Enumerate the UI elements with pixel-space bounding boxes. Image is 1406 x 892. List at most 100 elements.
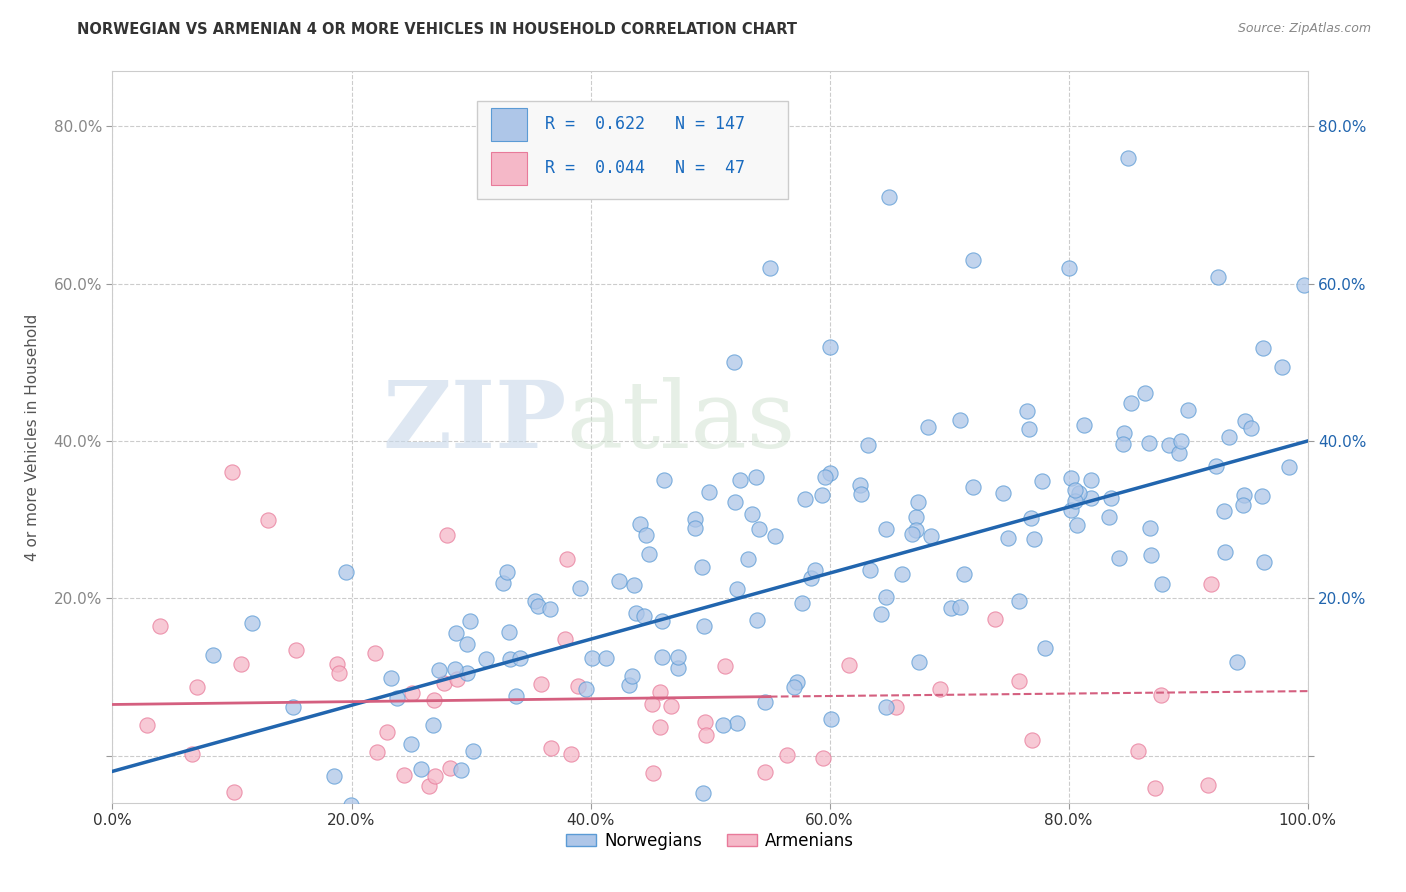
Point <box>820 712 842 726</box>
Point <box>1017 403 1039 417</box>
Point <box>284 643 307 657</box>
Point <box>748 522 770 536</box>
Point <box>1205 458 1227 473</box>
Point <box>725 715 748 730</box>
Point <box>1035 641 1057 656</box>
Point <box>983 612 1005 626</box>
Point <box>1080 491 1102 505</box>
Point <box>436 528 458 542</box>
Point <box>643 766 665 780</box>
Point <box>446 626 468 640</box>
Point <box>856 438 879 452</box>
Text: atlas: atlas <box>567 377 796 467</box>
Point <box>692 786 714 800</box>
Point <box>804 563 827 577</box>
Point <box>499 652 522 666</box>
Text: NORWEGIAN VS ARMENIAN 4 OR MORE VEHICLES IN HOUSEHOLD CORRELATION CHART: NORWEGIAN VS ARMENIAN 4 OR MORE VEHICLES… <box>77 22 797 37</box>
Point <box>1177 402 1199 417</box>
Point <box>399 737 422 751</box>
Point <box>875 699 897 714</box>
Point <box>380 671 402 685</box>
Point <box>326 657 349 672</box>
Point <box>962 480 984 494</box>
Point <box>1215 544 1237 558</box>
Point <box>418 779 440 793</box>
Point <box>685 521 707 535</box>
Point <box>458 614 481 628</box>
Point <box>617 678 640 692</box>
Point <box>560 747 582 761</box>
Point <box>621 669 644 683</box>
Point <box>848 477 870 491</box>
Point <box>1240 421 1263 435</box>
Point <box>409 762 432 776</box>
Point <box>524 593 547 607</box>
Point <box>1118 151 1140 165</box>
Point <box>1119 396 1142 410</box>
Point <box>366 745 388 759</box>
Point <box>838 658 860 673</box>
Point <box>648 720 671 734</box>
Point <box>392 767 415 781</box>
Point <box>567 680 589 694</box>
Point <box>1199 577 1222 591</box>
Point <box>741 508 763 522</box>
Point <box>202 648 225 662</box>
Point <box>793 491 815 506</box>
Point <box>754 765 776 780</box>
Point <box>1008 674 1031 689</box>
Point <box>776 747 799 762</box>
Point <box>737 552 759 566</box>
Text: R =  0.044   N =  47: R = 0.044 N = 47 <box>546 160 745 178</box>
Point <box>456 666 478 681</box>
Point <box>745 613 768 627</box>
Point <box>530 677 553 691</box>
Point <box>800 571 823 585</box>
Point <box>1114 426 1136 441</box>
Point <box>948 413 970 427</box>
Point <box>633 608 655 623</box>
Point <box>713 658 735 673</box>
Point <box>505 689 527 703</box>
Point <box>818 466 841 480</box>
Point <box>433 676 456 690</box>
Point <box>1008 594 1031 608</box>
Point <box>1208 269 1230 284</box>
Point <box>1251 341 1274 355</box>
Point <box>693 619 716 633</box>
Point <box>1031 474 1053 488</box>
Point <box>692 560 714 574</box>
Point <box>1226 655 1249 669</box>
Point <box>786 674 808 689</box>
Point <box>1233 414 1256 428</box>
Point <box>901 527 924 541</box>
Point <box>1133 386 1156 401</box>
Point <box>1073 417 1095 432</box>
Point <box>340 797 363 812</box>
Point <box>1139 521 1161 535</box>
Point <box>461 744 484 758</box>
Point <box>1251 489 1274 503</box>
Point <box>1024 533 1046 547</box>
Point <box>1112 436 1135 450</box>
Point <box>1064 494 1087 508</box>
Point <box>328 666 350 681</box>
Point <box>1066 517 1088 532</box>
Point <box>1253 555 1275 569</box>
Point <box>422 718 444 732</box>
Point <box>623 577 645 591</box>
Point <box>962 253 984 268</box>
Point <box>1019 511 1042 525</box>
Point <box>446 673 468 687</box>
Point <box>581 651 603 665</box>
Point <box>920 529 942 543</box>
Point <box>555 552 578 566</box>
Point <box>624 606 647 620</box>
Point <box>818 340 841 354</box>
Point <box>456 637 478 651</box>
Point <box>724 495 747 509</box>
Point <box>323 769 346 783</box>
Point <box>1137 436 1160 450</box>
FancyBboxPatch shape <box>491 108 527 141</box>
Point <box>890 567 912 582</box>
